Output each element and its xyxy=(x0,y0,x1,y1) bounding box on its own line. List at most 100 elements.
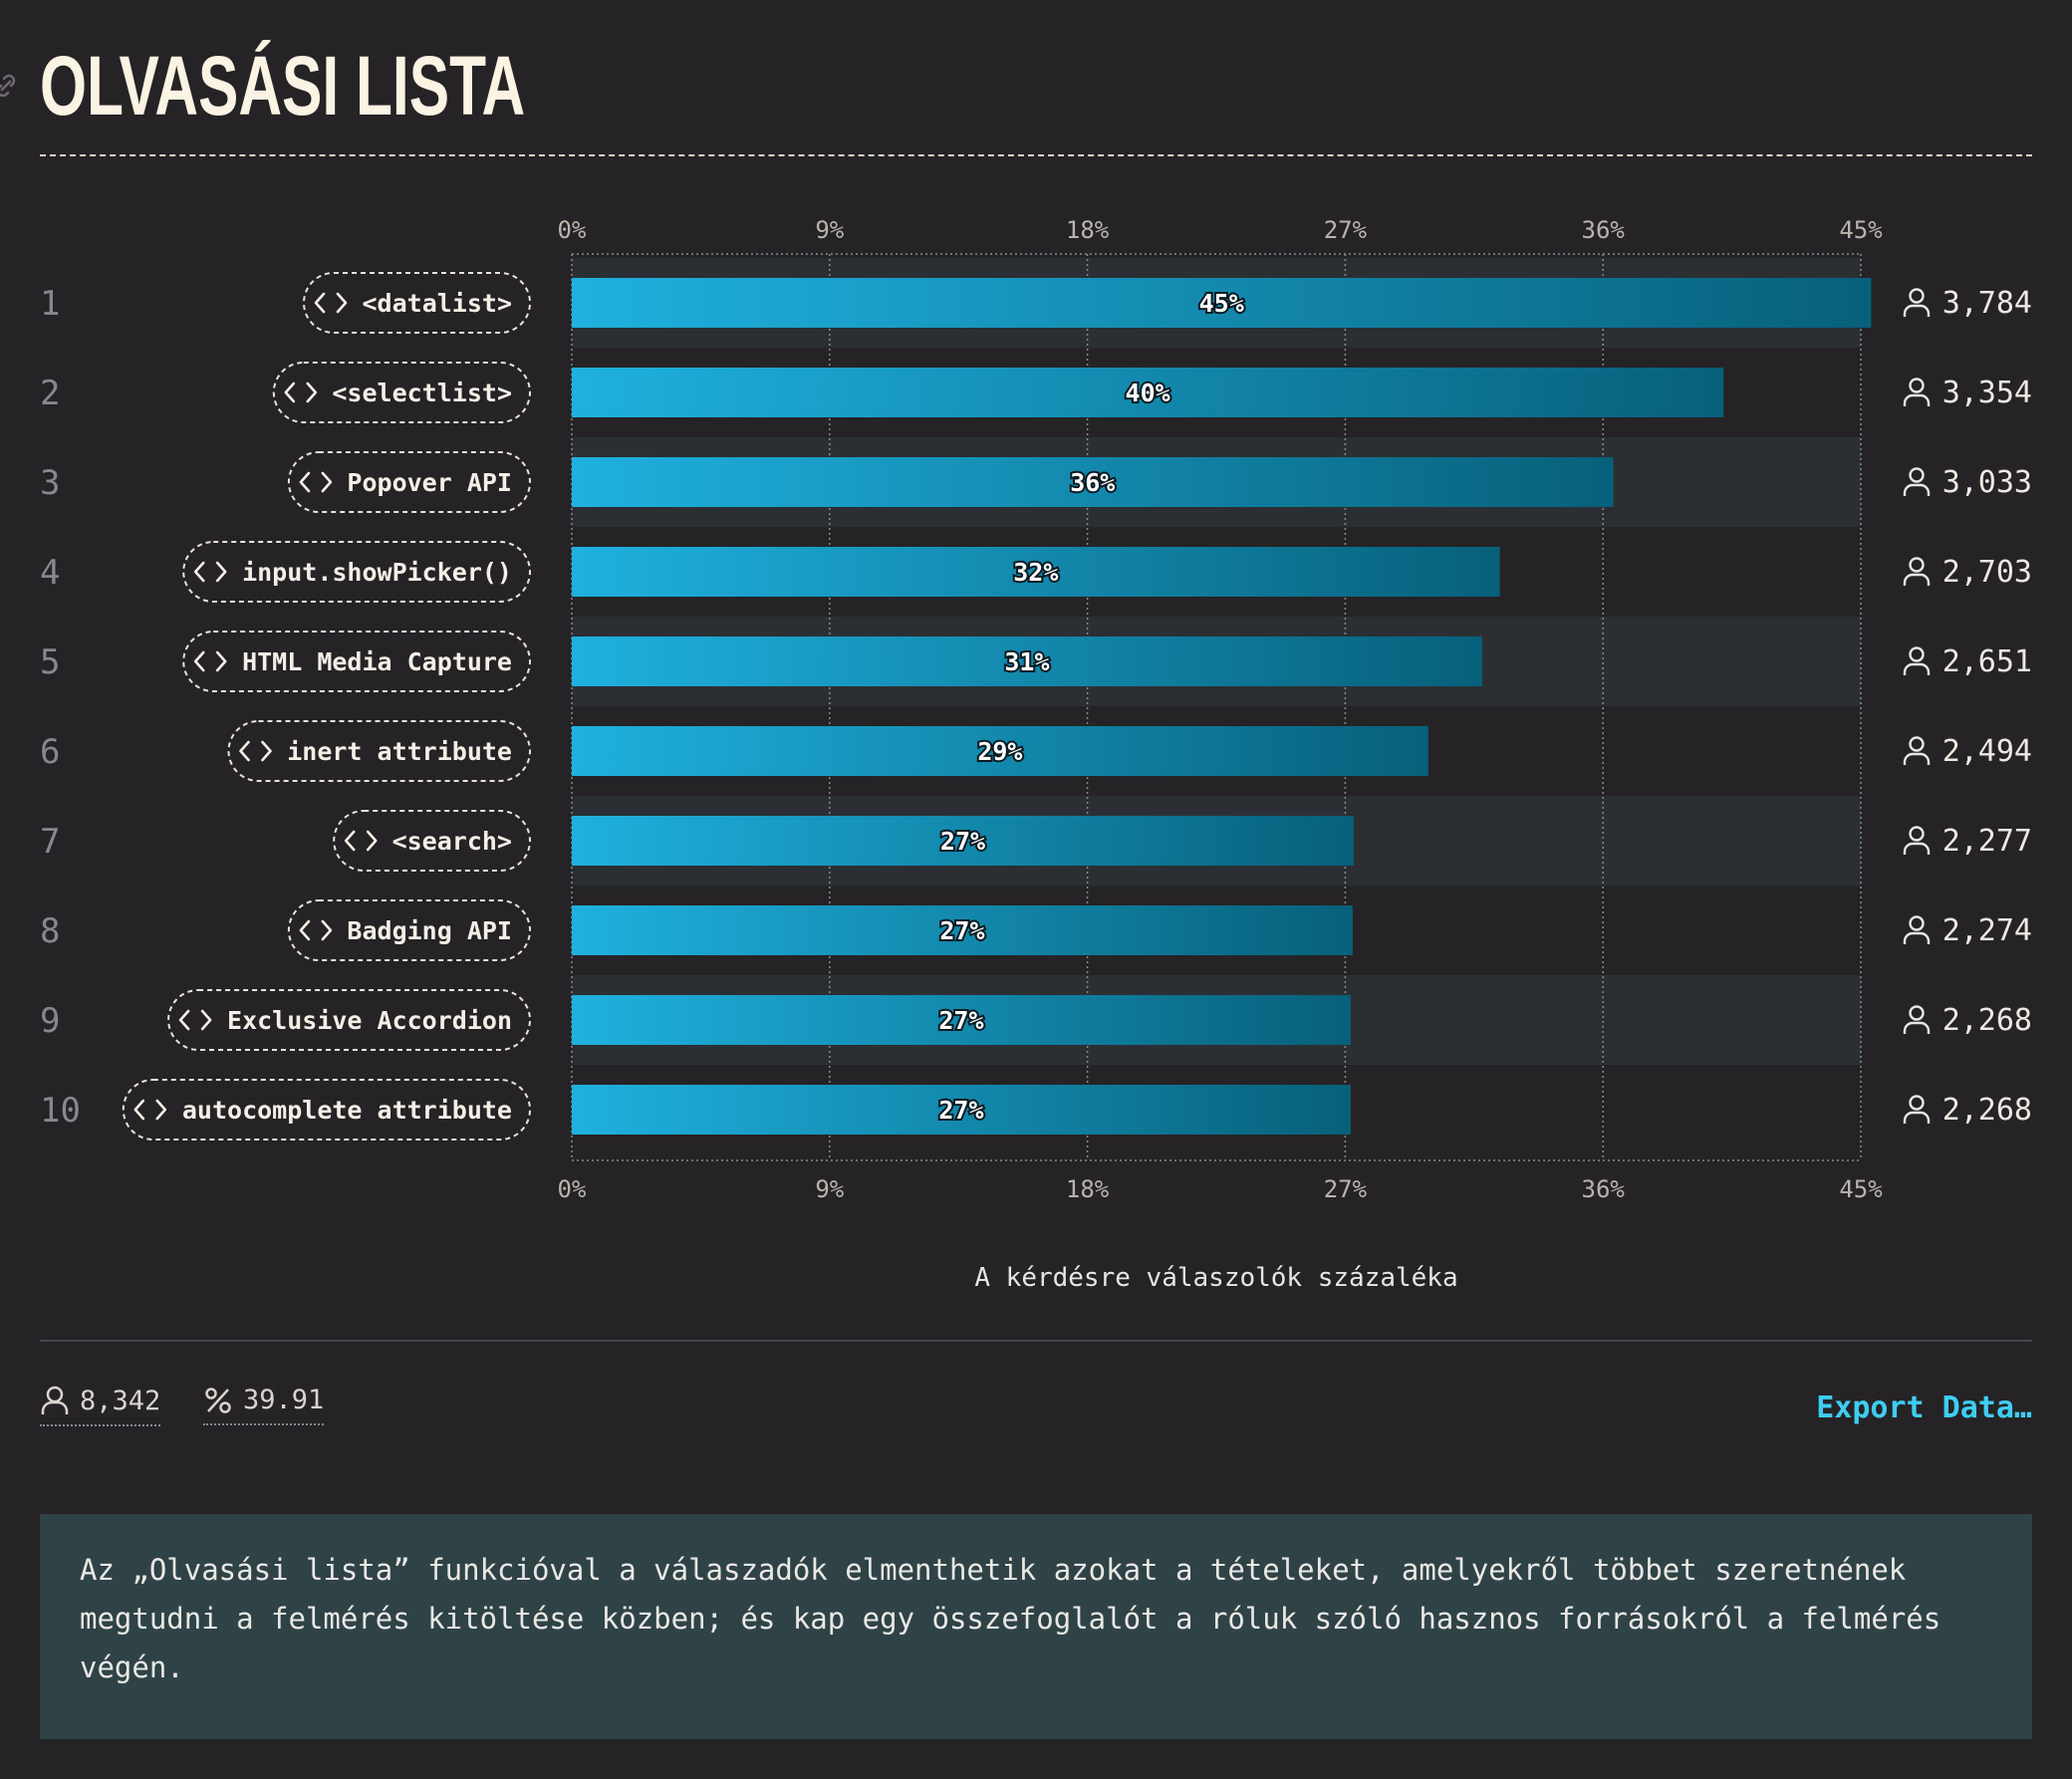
bar-value-label: 32% xyxy=(1013,558,1058,587)
user-icon xyxy=(1903,1111,1931,1124)
user-icon xyxy=(1909,1005,1925,1021)
x-tick-label: 27% xyxy=(1324,1175,1368,1203)
description-note: Az „Olvasási lista” funkcióval a válasza… xyxy=(40,1514,2032,1739)
user-icon xyxy=(1903,931,1931,944)
user-icon xyxy=(1903,393,1931,406)
bar[interactable] xyxy=(572,995,1351,1045)
user-icon xyxy=(1909,646,1925,662)
bar[interactable] xyxy=(572,278,1872,328)
respondent-count: 3,354 xyxy=(1942,376,2032,410)
feature-label-pill[interactable] xyxy=(287,899,531,961)
x-tick-label: 45% xyxy=(1839,1175,1883,1203)
bar[interactable] xyxy=(572,368,1724,417)
code-icon xyxy=(178,1009,212,1031)
respondent-count: 2,703 xyxy=(1942,555,2032,590)
code-icon xyxy=(299,919,333,941)
bar[interactable] xyxy=(572,726,1428,776)
respondent-count: 2,274 xyxy=(1942,913,2032,948)
code-icon xyxy=(284,381,318,403)
feature-label-pill[interactable] xyxy=(122,1079,532,1141)
percent-icon xyxy=(205,1387,231,1413)
rank-number: 4 xyxy=(40,553,60,593)
bar[interactable] xyxy=(572,1085,1351,1135)
feature-label[interactable]: HTML Media Capture xyxy=(242,647,512,676)
bar-value-label: 27% xyxy=(938,1006,983,1035)
user-icon xyxy=(1903,483,1931,496)
page-title: OLVASÁSI LISTA xyxy=(40,39,526,132)
code-icon xyxy=(193,561,227,583)
feature-label[interactable]: <search> xyxy=(392,827,512,856)
x-tick-label: 36% xyxy=(1582,1175,1626,1203)
rank-number: 10 xyxy=(40,1091,81,1131)
user-icon xyxy=(1903,1021,1931,1034)
percentage-stat[interactable]: 39.91 xyxy=(203,1385,325,1425)
x-tick-label: 36% xyxy=(1582,216,1626,244)
respondent-count: 2,494 xyxy=(1942,734,2032,769)
feature-label[interactable]: inert attribute xyxy=(287,737,512,766)
feature-label-pill[interactable] xyxy=(272,362,531,423)
feature-label[interactable]: <selectlist> xyxy=(332,379,512,407)
bar-value-label: 27% xyxy=(940,827,985,856)
link-icon[interactable] xyxy=(0,72,20,100)
rank-number: 3 xyxy=(40,463,60,503)
bar[interactable] xyxy=(572,457,1614,507)
bar-chart: 0% 0% 9% 9% 18% 18% 27% 27% 36% 36% 45% 45% 1 <datali… xyxy=(40,216,2032,1203)
user-icon xyxy=(1903,752,1931,765)
user-icon xyxy=(1909,288,1925,304)
respondent-count: 2,277 xyxy=(1942,824,2032,859)
respondents-count: 8,342 xyxy=(80,1385,161,1416)
code-icon xyxy=(344,830,378,852)
feature-label[interactable]: Badging API xyxy=(347,916,512,945)
bar[interactable] xyxy=(572,547,1500,597)
rank-number: 5 xyxy=(40,642,60,682)
bar[interactable] xyxy=(572,816,1355,866)
user-icon xyxy=(1909,378,1925,393)
code-icon xyxy=(299,471,333,493)
bar[interactable] xyxy=(572,636,1482,686)
feature-label-pill[interactable] xyxy=(303,272,531,334)
rank-number: 6 xyxy=(40,732,60,772)
rank-number: 7 xyxy=(40,822,60,862)
feature-label[interactable]: Exclusive Accordion xyxy=(227,1006,512,1035)
user-icon xyxy=(1903,662,1931,675)
user-icon xyxy=(1903,573,1931,586)
bar[interactable] xyxy=(572,905,1353,955)
export-data-button[interactable]: Export Data… xyxy=(1816,1391,2032,1425)
user-icon xyxy=(1909,1095,1925,1111)
feature-label-pill[interactable] xyxy=(333,810,532,872)
x-tick-label: 18% xyxy=(1066,1175,1110,1203)
x-tick-label: 9% xyxy=(815,1175,844,1203)
user-icon xyxy=(1909,736,1925,752)
bar-value-label: 31% xyxy=(1004,647,1049,676)
footer-divider xyxy=(40,1340,2032,1342)
feature-label-pill[interactable] xyxy=(287,451,531,513)
bar-value-label: 29% xyxy=(977,737,1022,766)
title-divider xyxy=(40,154,2032,156)
user-icon xyxy=(1903,304,1931,317)
x-axis-title: A kérdésre válaszolók százaléka xyxy=(974,1263,1458,1293)
user-icon xyxy=(1909,826,1925,842)
respondent-count: 3,784 xyxy=(1942,286,2032,321)
bar-value-label: 27% xyxy=(939,916,984,945)
bar-value-label: 36% xyxy=(1070,468,1115,497)
x-tick-label: 9% xyxy=(815,216,844,244)
feature-label-pill[interactable] xyxy=(182,631,531,692)
feature-label[interactable]: Popover API xyxy=(347,468,512,497)
user-icon xyxy=(41,1386,69,1414)
x-tick-label: 45% xyxy=(1839,216,1883,244)
x-tick-label: 0% xyxy=(558,1175,587,1203)
feature-label[interactable]: input.showPicker() xyxy=(242,558,512,587)
feature-label-pill[interactable] xyxy=(182,541,531,603)
rank-number: 1 xyxy=(40,284,60,324)
x-tick-label: 0% xyxy=(558,216,587,244)
respondents-stat[interactable]: 8,342 xyxy=(40,1385,161,1426)
user-icon xyxy=(1903,842,1931,855)
rank-number: 9 xyxy=(40,1001,60,1041)
feature-label-pill[interactable] xyxy=(227,720,531,782)
respondent-count: 2,651 xyxy=(1942,644,2032,679)
user-icon xyxy=(1909,557,1925,573)
feature-label[interactable]: autocomplete attribute xyxy=(182,1096,512,1125)
bar-value-label: 45% xyxy=(1199,289,1244,318)
code-icon xyxy=(133,1099,167,1121)
feature-label[interactable]: <datalist> xyxy=(362,289,512,318)
